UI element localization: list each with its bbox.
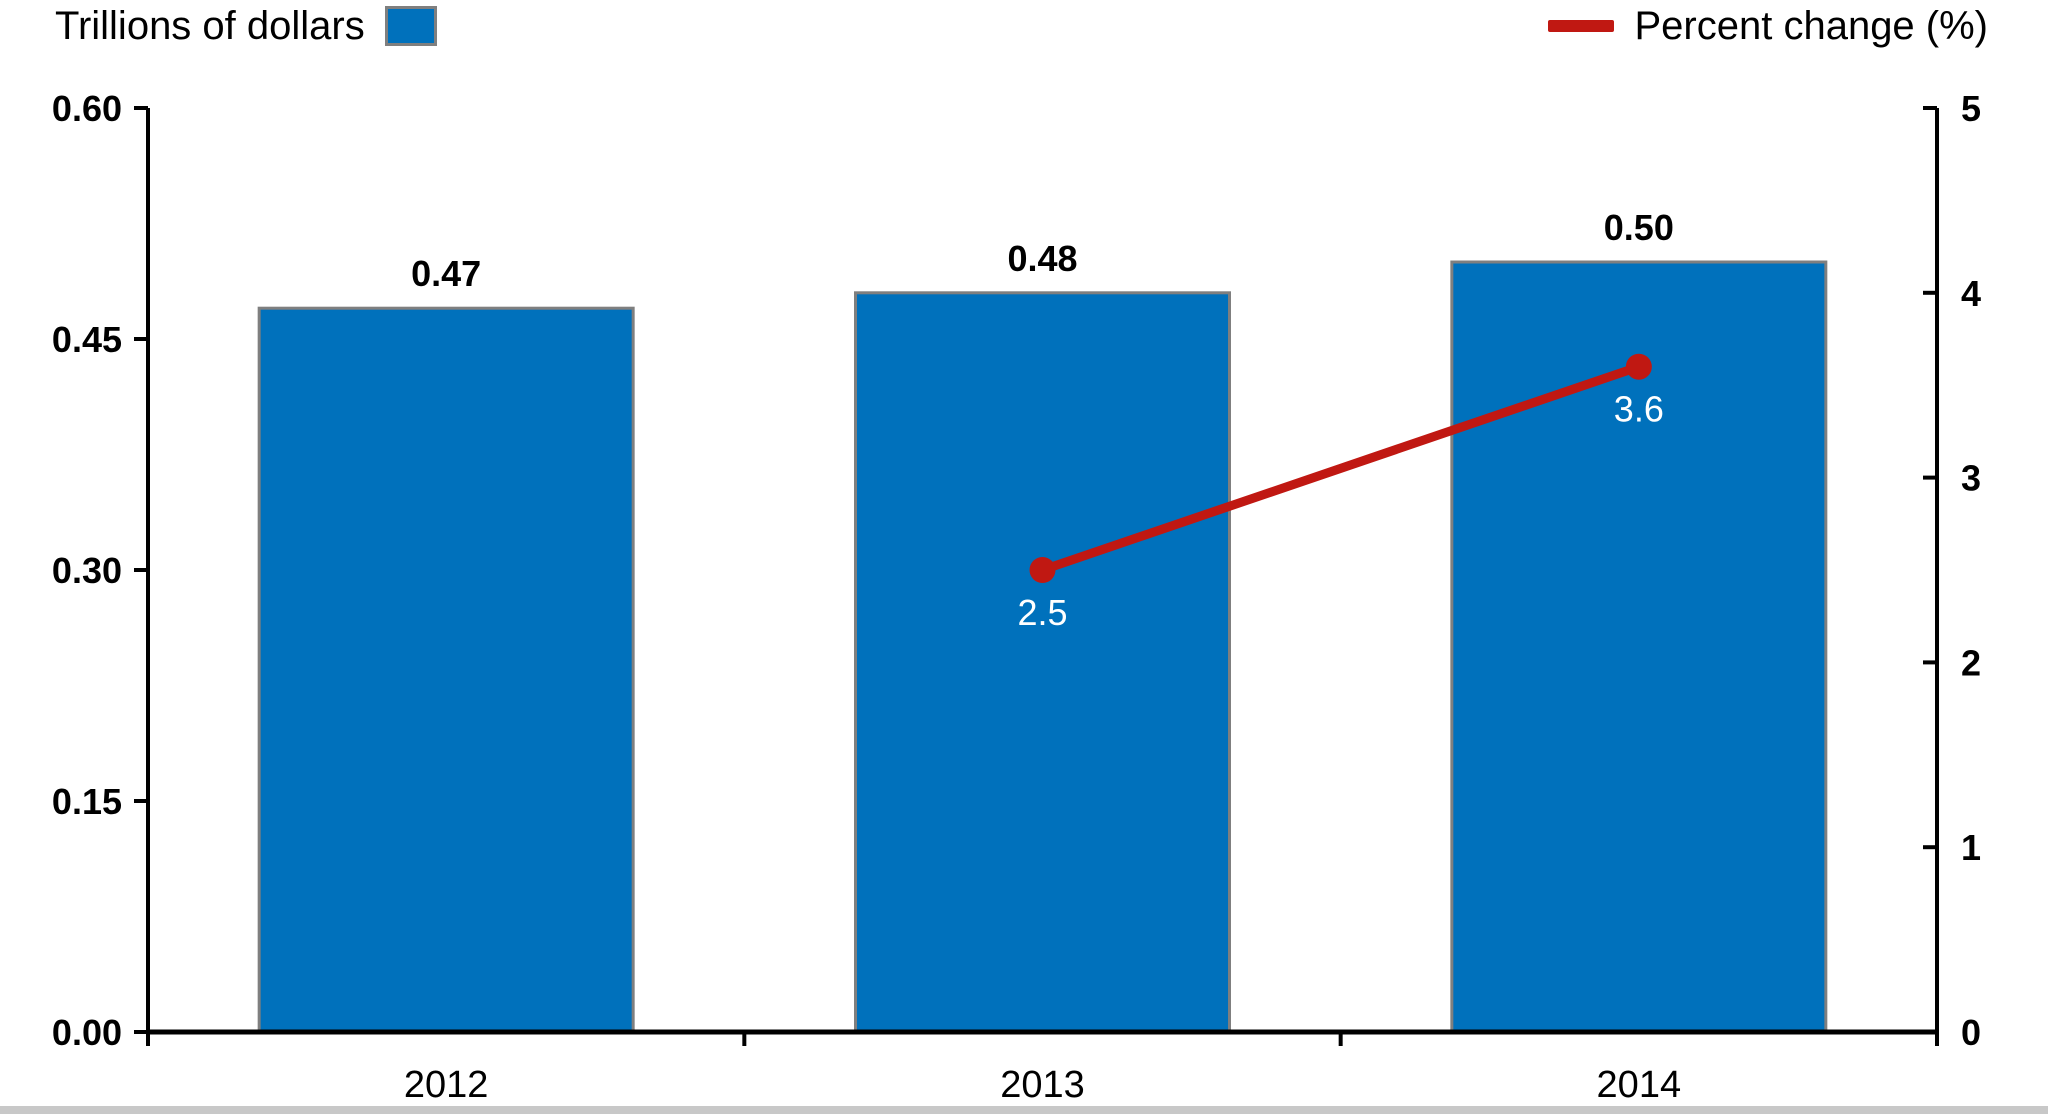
left-axis-tick-label: 0.45 [52, 319, 122, 360]
right-axis-tick-label: 3 [1961, 458, 1981, 499]
bar-value-label-2014: 0.50 [1604, 207, 1674, 248]
right-axis-tick-label: 0 [1961, 1012, 1981, 1053]
line-point-label-2013: 2.5 [1017, 592, 1067, 633]
x-axis-label-2014: 2014 [1597, 1064, 1682, 1106]
right-axis-tick-label: 5 [1961, 88, 1981, 129]
line-point-2013 [1029, 557, 1056, 583]
bar-value-label-2012: 0.47 [411, 253, 481, 294]
bar-2014 [1450, 260, 1828, 1034]
x-axis-label-2013: 2013 [1000, 1064, 1085, 1106]
bottom-edge-strip [0, 1106, 2048, 1114]
left-axis-tick-label: 0.15 [52, 781, 122, 822]
bar-2012 [257, 306, 635, 1034]
left-axis-tick-label: 0.30 [52, 550, 122, 591]
left-axis-tick-label: 0.60 [52, 88, 122, 129]
right-axis-tick-label: 2 [1961, 642, 1981, 683]
right-axis-tick-label: 1 [1961, 827, 1981, 868]
legend-left: Trillions of dollars [55, 4, 437, 48]
legend-right: Percent change (%) [1548, 4, 1988, 48]
legend-left-label: Trillions of dollars [55, 4, 365, 48]
line-legend-swatch-icon [1548, 20, 1615, 32]
left-axis-tick-label: 0.00 [52, 1012, 122, 1053]
legend-right-label: Percent change (%) [1634, 4, 1988, 48]
bar-2013 [854, 291, 1231, 1034]
right-axis-tick-label: 4 [1961, 273, 1981, 314]
bar-legend-swatch-icon [384, 6, 437, 46]
bar-value-label-2013: 0.48 [1007, 238, 1077, 279]
x-axis-label-2012: 2012 [404, 1064, 489, 1106]
percent-change-line [1038, 362, 1644, 575]
line-point-label-2014: 3.6 [1614, 389, 1664, 430]
line-point-2014 [1625, 353, 1652, 380]
